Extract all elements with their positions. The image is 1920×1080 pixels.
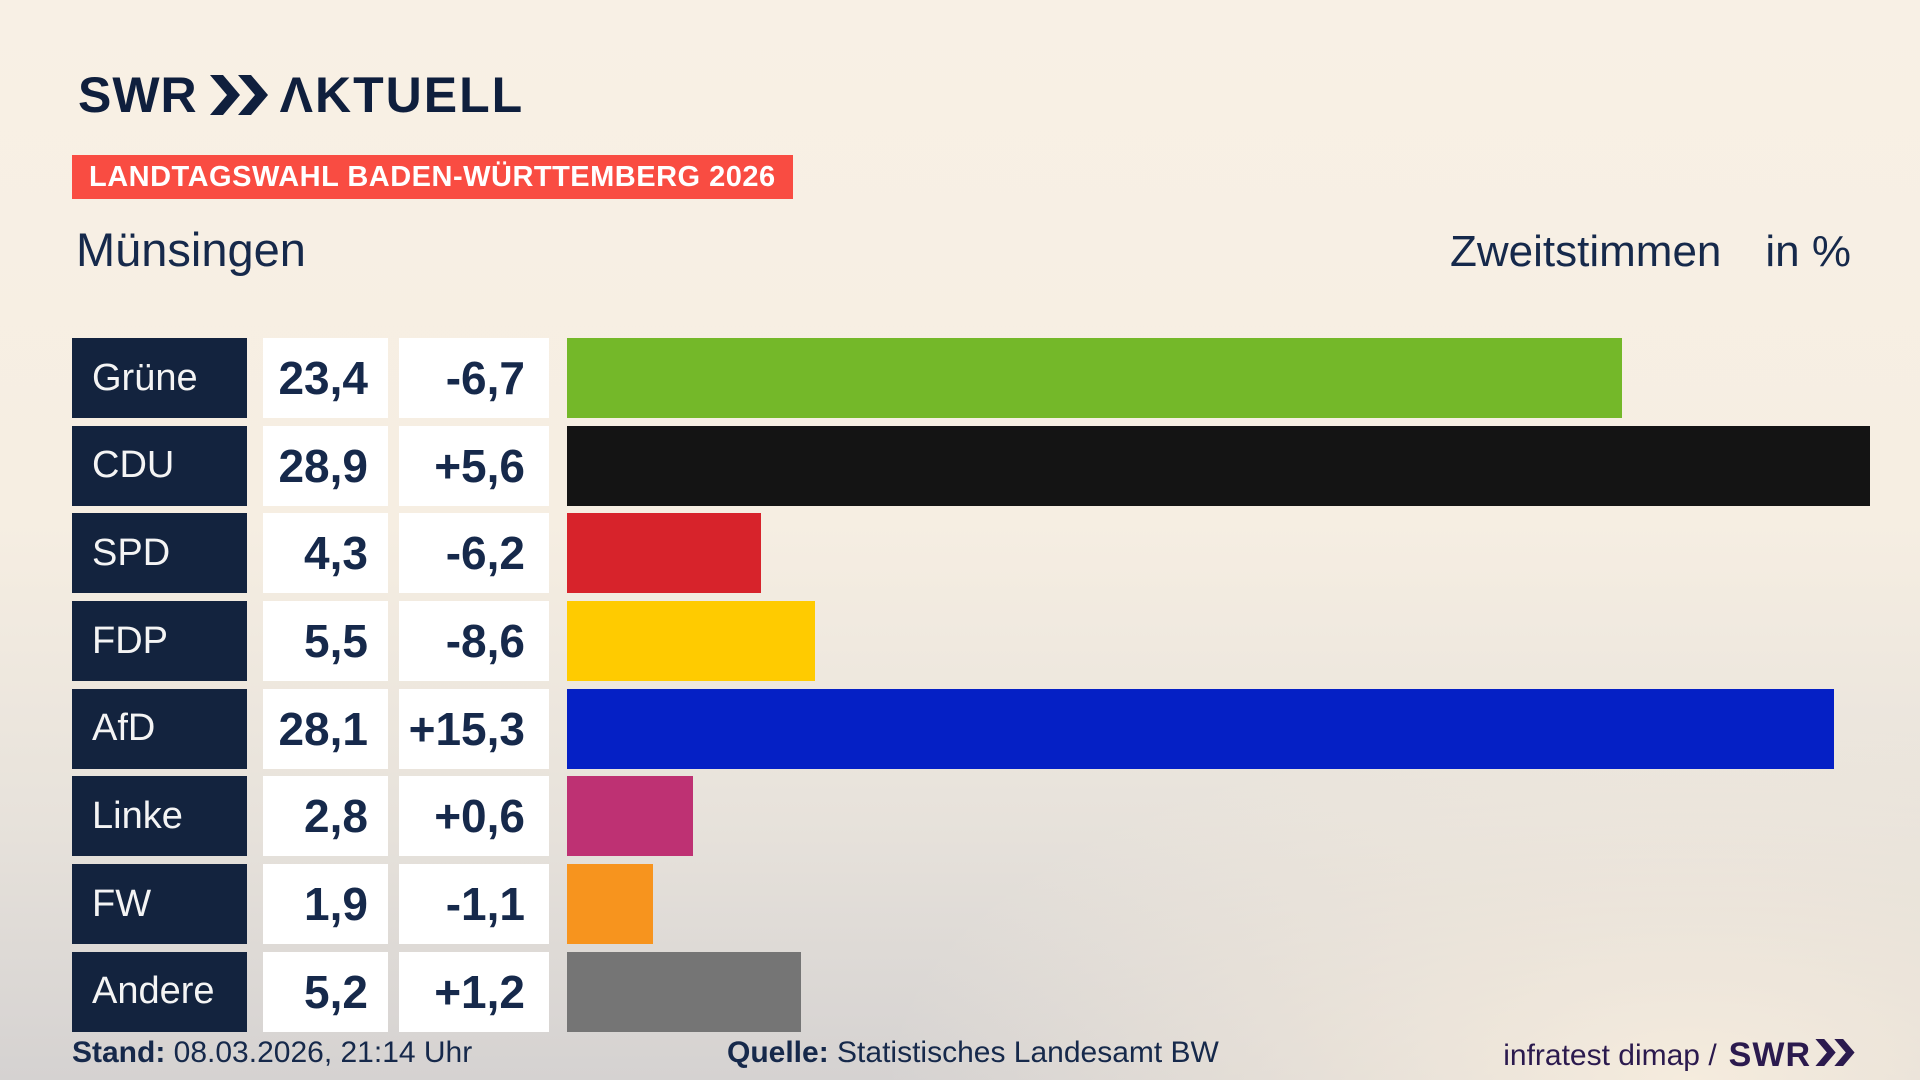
- swr-aktuell-logo: SWR ΛKTUELL: [78, 70, 524, 120]
- municipality-title: Münsingen: [76, 223, 306, 276]
- party-percent-cell: 2,8: [263, 776, 388, 857]
- aktuell-logo-text: ΛKTUELL: [279, 67, 525, 123]
- party-result-row: SPD 4,3 -6,2: [72, 513, 1920, 594]
- footer: Stand: 08.03.2026, 21:14 Uhr Quelle: Sta…: [0, 1036, 1920, 1076]
- stand-value: 08.03.2026, 21:14 Uhr: [173, 1036, 473, 1069]
- party-percent-cell: 28,1: [263, 688, 388, 769]
- party-diff-cell: -6,2: [399, 513, 549, 594]
- party-name-cell: Andere: [72, 951, 247, 1032]
- party-percent-cell: 4,3: [263, 513, 388, 594]
- party-percent-cell: 23,4: [263, 338, 388, 418]
- credit-text: infratest dimap /: [1503, 1038, 1717, 1072]
- quelle-value: Statistisches Landesamt BW: [837, 1036, 1219, 1069]
- credit-note: infratest dimap / SWR: [1503, 1036, 1855, 1075]
- party-result-row: AfD 28,1 +15,3: [72, 688, 1920, 769]
- credit-swr-brand: SWR: [1729, 1036, 1855, 1075]
- party-result-bar: [567, 864, 653, 945]
- party-result-row: Linke 2,8 +0,6: [72, 776, 1920, 857]
- party-diff-cell: -6,7: [399, 338, 549, 418]
- party-result-row: FDP 5,5 -8,6: [72, 601, 1920, 682]
- party-result-bar: [567, 513, 761, 594]
- party-name-cell: Linke: [72, 776, 247, 857]
- party-diff-cell: +5,6: [399, 425, 549, 506]
- party-name-cell: SPD: [72, 513, 247, 594]
- measure-label: Zweitstimmen: [1450, 227, 1722, 276]
- party-result-bar: [567, 688, 1834, 769]
- party-percent-cell: 28,9: [263, 425, 388, 506]
- party-diff-cell: +0,6: [399, 776, 549, 857]
- party-result-bar: [567, 601, 815, 682]
- party-result-bar: [567, 338, 1623, 418]
- party-result-row: Andere 5,2 +1,2: [72, 951, 1920, 1032]
- party-name-cell: FDP: [72, 601, 247, 682]
- election-badge: LANDTAGSWAHL BADEN-WÜRTTEMBERG 2026: [72, 155, 793, 199]
- party-diff-cell: -1,1: [399, 864, 549, 945]
- swr-chevrons-icon: [209, 75, 268, 115]
- party-result-row: Grüne 23,4 -6,7: [72, 338, 1920, 418]
- party-name-cell: AfD: [72, 688, 247, 769]
- unit-label: in %: [1765, 227, 1851, 276]
- party-name-cell: Grüne: [72, 338, 247, 418]
- stand-label: Stand:: [72, 1036, 166, 1069]
- party-name-cell: CDU: [72, 425, 247, 506]
- quelle-label: Quelle:: [727, 1036, 829, 1069]
- party-result-bar: [567, 425, 1870, 506]
- party-percent-cell: 1,9: [263, 864, 388, 945]
- party-result-bar: [567, 951, 802, 1032]
- stand-timestamp: Stand: 08.03.2026, 21:14 Uhr: [72, 1036, 472, 1070]
- measure-title: Zweitstimmen in %: [1450, 227, 1851, 277]
- source-note: Quelle: Statistisches Landesamt BW: [727, 1036, 1219, 1070]
- party-result-row: CDU 28,9 +5,6: [72, 425, 1920, 506]
- party-percent-cell: 5,5: [263, 601, 388, 682]
- party-diff-cell: -8,6: [399, 601, 549, 682]
- party-diff-cell: +15,3: [399, 688, 549, 769]
- results-bar-chart: Grüne 23,4 -6,7 CDU 28,9 +5,6 SPD 4,3 -6…: [72, 338, 1920, 1040]
- party-result-bar: [567, 776, 694, 857]
- party-percent-cell: 5,2: [263, 951, 388, 1032]
- party-result-row: FW 1,9 -1,1: [72, 864, 1920, 945]
- swr-logo-text: SWR: [78, 67, 198, 123]
- credit-swr-text: SWR: [1728, 1036, 1811, 1074]
- swr-chevrons-icon: [1815, 1036, 1855, 1075]
- party-name-cell: FW: [72, 864, 247, 945]
- party-diff-cell: +1,2: [399, 951, 549, 1032]
